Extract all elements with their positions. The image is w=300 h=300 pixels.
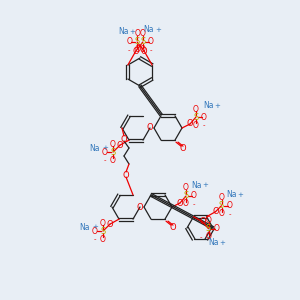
Text: O: O bbox=[92, 226, 98, 236]
Text: O: O bbox=[212, 207, 219, 216]
Text: S: S bbox=[183, 191, 189, 200]
Text: -: - bbox=[94, 236, 96, 242]
Text: O: O bbox=[193, 121, 199, 130]
Text: O: O bbox=[193, 104, 199, 113]
Text: O: O bbox=[199, 217, 206, 226]
Text: S: S bbox=[100, 226, 106, 236]
Text: O: O bbox=[170, 223, 176, 232]
Text: +: + bbox=[92, 224, 98, 230]
Text: O: O bbox=[100, 235, 106, 244]
Text: O: O bbox=[134, 46, 140, 55]
Text: -: - bbox=[199, 234, 202, 240]
Text: O: O bbox=[110, 140, 116, 148]
Text: O: O bbox=[100, 219, 106, 228]
Text: O: O bbox=[148, 38, 154, 46]
Text: O: O bbox=[121, 134, 127, 143]
Text: O: O bbox=[147, 124, 153, 133]
Text: S: S bbox=[219, 201, 224, 210]
Text: +: + bbox=[202, 182, 208, 188]
Text: O: O bbox=[180, 144, 186, 153]
Text: O: O bbox=[214, 224, 219, 233]
Text: -: - bbox=[228, 211, 231, 217]
Text: S: S bbox=[134, 38, 140, 46]
Text: O: O bbox=[137, 202, 143, 211]
Text: Na: Na bbox=[208, 238, 219, 247]
Text: +: + bbox=[102, 145, 108, 151]
Text: S: S bbox=[140, 38, 146, 46]
Text: +: + bbox=[214, 103, 220, 109]
Text: O: O bbox=[102, 148, 108, 157]
Text: O: O bbox=[107, 220, 113, 229]
Text: O: O bbox=[134, 29, 140, 38]
Text: Na: Na bbox=[90, 144, 100, 153]
Text: -: - bbox=[128, 47, 130, 53]
Text: S: S bbox=[206, 224, 211, 233]
Text: S: S bbox=[110, 148, 116, 157]
Text: O: O bbox=[133, 46, 139, 56]
Text: Na: Na bbox=[118, 28, 128, 37]
Text: O: O bbox=[177, 199, 183, 208]
Text: O: O bbox=[219, 193, 224, 202]
Text: Na: Na bbox=[191, 181, 201, 190]
Text: O: O bbox=[201, 112, 207, 122]
Text: O: O bbox=[110, 156, 116, 165]
Text: O: O bbox=[140, 29, 146, 38]
Text: O: O bbox=[206, 232, 212, 241]
Text: O: O bbox=[141, 46, 147, 56]
Text: O: O bbox=[183, 184, 189, 193]
Text: O: O bbox=[123, 170, 129, 179]
Text: O: O bbox=[187, 119, 193, 128]
Text: O: O bbox=[191, 191, 197, 200]
Text: Na: Na bbox=[226, 190, 237, 199]
Text: O: O bbox=[183, 200, 189, 208]
Text: +: + bbox=[155, 27, 161, 33]
Text: +: + bbox=[220, 240, 225, 246]
Text: -: - bbox=[104, 157, 106, 163]
Text: -: - bbox=[150, 47, 152, 53]
Text: S: S bbox=[194, 112, 199, 122]
Text: O: O bbox=[126, 38, 132, 46]
Text: +: + bbox=[129, 29, 135, 35]
Text: O: O bbox=[140, 46, 146, 55]
Text: +: + bbox=[238, 192, 243, 198]
Text: O: O bbox=[219, 209, 224, 218]
Text: O: O bbox=[226, 201, 232, 210]
Text: Na: Na bbox=[80, 223, 90, 232]
Text: Na: Na bbox=[144, 26, 154, 34]
Text: -: - bbox=[193, 201, 195, 207]
Text: Na: Na bbox=[203, 101, 213, 110]
Text: O: O bbox=[117, 141, 123, 150]
Text: O: O bbox=[206, 216, 212, 225]
Text: -: - bbox=[203, 122, 205, 128]
